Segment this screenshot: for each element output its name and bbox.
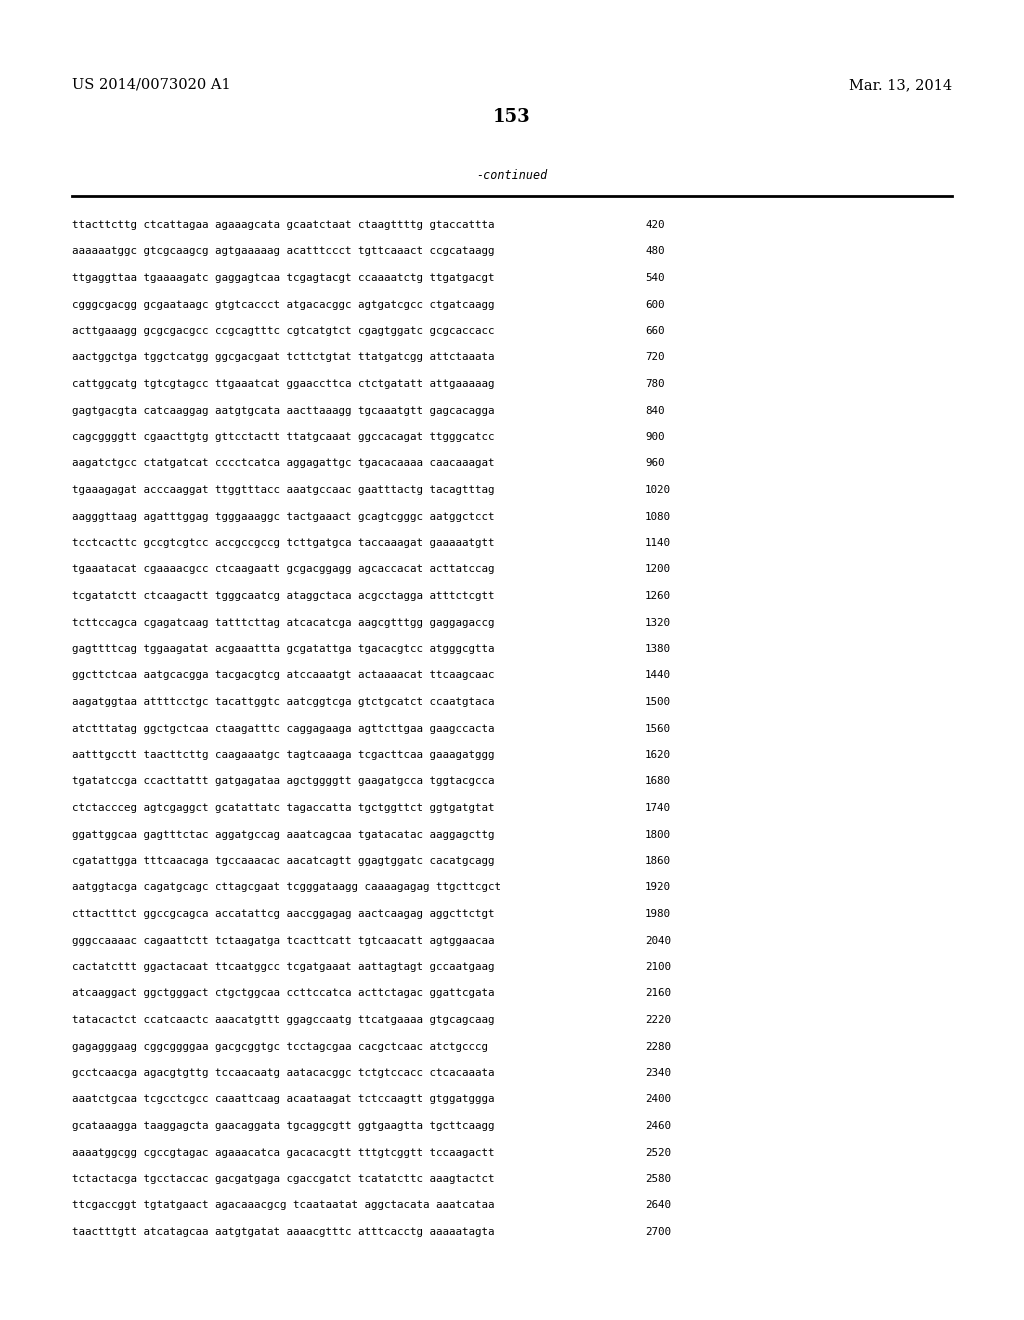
Text: 1140: 1140 <box>645 539 671 548</box>
Text: 660: 660 <box>645 326 665 337</box>
Text: gagttttcag tggaagatat acgaaattta gcgatattga tgacacgtcc atgggcgtta: gagttttcag tggaagatat acgaaattta gcgatat… <box>72 644 495 653</box>
Text: tctactacga tgcctaccac gacgatgaga cgaccgatct tcatatcttc aaagtactct: tctactacga tgcctaccac gacgatgaga cgaccga… <box>72 1173 495 1184</box>
Text: aatttgcctt taacttcttg caagaaatgc tagtcaaaga tcgacttcaa gaaagatggg: aatttgcctt taacttcttg caagaaatgc tagtcaa… <box>72 750 495 760</box>
Text: 2580: 2580 <box>645 1173 671 1184</box>
Text: 153: 153 <box>494 108 530 125</box>
Text: ggattggcaa gagtttctac aggatgccag aaatcagcaa tgatacatac aaggagcttg: ggattggcaa gagtttctac aggatgccag aaatcag… <box>72 829 495 840</box>
Text: 1200: 1200 <box>645 565 671 574</box>
Text: cgggcgacgg gcgaataagc gtgtcaccct atgacacggc agtgatcgcc ctgatcaagg: cgggcgacgg gcgaataagc gtgtcaccct atgacac… <box>72 300 495 309</box>
Text: 1980: 1980 <box>645 909 671 919</box>
Text: 1800: 1800 <box>645 829 671 840</box>
Text: Mar. 13, 2014: Mar. 13, 2014 <box>849 78 952 92</box>
Text: 1320: 1320 <box>645 618 671 627</box>
Text: gcataaagga taaggagcta gaacaggata tgcaggcgtt ggtgaagtta tgcttcaagg: gcataaagga taaggagcta gaacaggata tgcaggc… <box>72 1121 495 1131</box>
Text: tcttccagca cgagatcaag tatttcttag atcacatcga aagcgtttgg gaggagaccg: tcttccagca cgagatcaag tatttcttag atcacat… <box>72 618 495 627</box>
Text: ttgaggttaa tgaaaagatc gaggagtcaa tcgagtacgt ccaaaatctg ttgatgacgt: ttgaggttaa tgaaaagatc gaggagtcaa tcgagta… <box>72 273 495 282</box>
Text: 600: 600 <box>645 300 665 309</box>
Text: 780: 780 <box>645 379 665 389</box>
Text: 2640: 2640 <box>645 1200 671 1210</box>
Text: aactggctga tggctcatgg ggcgacgaat tcttctgtat ttatgatcgg attctaaata: aactggctga tggctcatgg ggcgacgaat tcttctg… <box>72 352 495 363</box>
Text: 2160: 2160 <box>645 989 671 998</box>
Text: 720: 720 <box>645 352 665 363</box>
Text: aaaatggcgg cgccgtagac agaaacatca gacacacgtt tttgtcggtt tccaagactt: aaaatggcgg cgccgtagac agaaacatca gacacac… <box>72 1147 495 1158</box>
Text: 1440: 1440 <box>645 671 671 681</box>
Text: 1260: 1260 <box>645 591 671 601</box>
Text: gcctcaacga agacgtgttg tccaacaatg aatacacggc tctgtccacc ctcacaaata: gcctcaacga agacgtgttg tccaacaatg aatacac… <box>72 1068 495 1078</box>
Text: tcgatatctt ctcaagactt tgggcaatcg ataggctaca acgcctagga atttctcgtt: tcgatatctt ctcaagactt tgggcaatcg ataggct… <box>72 591 495 601</box>
Text: cattggcatg tgtcgtagcc ttgaaatcat ggaaccttca ctctgatatt attgaaaaag: cattggcatg tgtcgtagcc ttgaaatcat ggaacct… <box>72 379 495 389</box>
Text: 1740: 1740 <box>645 803 671 813</box>
Text: ttcgaccggt tgtatgaact agacaaacgcg tcaataatat aggctacata aaatcataa: ttcgaccggt tgtatgaact agacaaacgcg tcaata… <box>72 1200 495 1210</box>
Text: 1020: 1020 <box>645 484 671 495</box>
Text: US 2014/0073020 A1: US 2014/0073020 A1 <box>72 78 230 92</box>
Text: tgatatccga ccacttattt gatgagataa agctggggtt gaagatgcca tggtacgcca: tgatatccga ccacttattt gatgagataa agctggg… <box>72 776 495 787</box>
Text: gagagggaag cggcggggaa gacgcggtgc tcctagcgaa cacgctcaac atctgcccg: gagagggaag cggcggggaa gacgcggtgc tcctagc… <box>72 1041 488 1052</box>
Text: 2400: 2400 <box>645 1094 671 1105</box>
Text: acttgaaagg gcgcgacgcc ccgcagtttc cgtcatgtct cgagtggatc gcgcaccacc: acttgaaagg gcgcgacgcc ccgcagtttc cgtcatg… <box>72 326 495 337</box>
Text: ctctaccceg agtcgaggct gcatattatc tagaccatta tgctggttct ggtgatgtat: ctctaccceg agtcgaggct gcatattatc tagacca… <box>72 803 495 813</box>
Text: 480: 480 <box>645 247 665 256</box>
Text: cactatcttt ggactacaat ttcaatggcc tcgatgaaat aattagtagt gccaatgaag: cactatcttt ggactacaat ttcaatggcc tcgatga… <box>72 962 495 972</box>
Text: 2460: 2460 <box>645 1121 671 1131</box>
Text: 2280: 2280 <box>645 1041 671 1052</box>
Text: 1920: 1920 <box>645 883 671 892</box>
Text: aatggtacga cagatgcagc cttagcgaat tcgggataagg caaaagagag ttgcttcgct: aatggtacga cagatgcagc cttagcgaat tcgggat… <box>72 883 501 892</box>
Text: 900: 900 <box>645 432 665 442</box>
Text: 2340: 2340 <box>645 1068 671 1078</box>
Text: 840: 840 <box>645 405 665 416</box>
Text: 960: 960 <box>645 458 665 469</box>
Text: 1860: 1860 <box>645 855 671 866</box>
Text: 2700: 2700 <box>645 1228 671 1237</box>
Text: tatacactct ccatcaactc aaacatgttt ggagccaatg ttcatgaaaa gtgcagcaag: tatacactct ccatcaactc aaacatgttt ggagcca… <box>72 1015 495 1026</box>
Text: gagtgacgta catcaaggag aatgtgcata aacttaaagg tgcaaatgtt gagcacagga: gagtgacgta catcaaggag aatgtgcata aacttaa… <box>72 405 495 416</box>
Text: atcaaggact ggctgggact ctgctggcaa ccttccatca acttctagac ggattcgata: atcaaggact ggctgggact ctgctggcaa ccttcca… <box>72 989 495 998</box>
Text: 1560: 1560 <box>645 723 671 734</box>
Text: cagcggggtt cgaacttgtg gttcctactt ttatgcaaat ggccacagat ttgggcatcc: cagcggggtt cgaacttgtg gttcctactt ttatgca… <box>72 432 495 442</box>
Text: ttacttcttg ctcattagaa agaaagcata gcaatctaat ctaagttttg gtaccattta: ttacttcttg ctcattagaa agaaagcata gcaatct… <box>72 220 495 230</box>
Text: 1620: 1620 <box>645 750 671 760</box>
Text: 1380: 1380 <box>645 644 671 653</box>
Text: 1500: 1500 <box>645 697 671 708</box>
Text: 2100: 2100 <box>645 962 671 972</box>
Text: 2220: 2220 <box>645 1015 671 1026</box>
Text: aagatctgcc ctatgatcat cccctcatca aggagattgc tgacacaaaa caacaaagat: aagatctgcc ctatgatcat cccctcatca aggagat… <box>72 458 495 469</box>
Text: 1680: 1680 <box>645 776 671 787</box>
Text: 1080: 1080 <box>645 511 671 521</box>
Text: gggccaaaac cagaattctt tctaagatga tcacttcatt tgtcaacatt agtggaacaa: gggccaaaac cagaattctt tctaagatga tcacttc… <box>72 936 495 945</box>
Text: aagggttaag agatttggag tgggaaaggc tactgaaact gcagtcgggc aatggctcct: aagggttaag agatttggag tgggaaaggc tactgaa… <box>72 511 495 521</box>
Text: tcctcacttc gccgtcgtcc accgccgccg tcttgatgca taccaaagat gaaaaatgtt: tcctcacttc gccgtcgtcc accgccgccg tcttgat… <box>72 539 495 548</box>
Text: aaaaaatggc gtcgcaagcg agtgaaaaag acatttccct tgttcaaact ccgcataagg: aaaaaatggc gtcgcaagcg agtgaaaaag acatttc… <box>72 247 495 256</box>
Text: 2040: 2040 <box>645 936 671 945</box>
Text: aagatggtaa attttcctgc tacattggtc aatcggtcga gtctgcatct ccaatgtaca: aagatggtaa attttcctgc tacattggtc aatcggt… <box>72 697 495 708</box>
Text: ggcttctcaa aatgcacgga tacgacgtcg atccaaatgt actaaaacat ttcaagcaac: ggcttctcaa aatgcacgga tacgacgtcg atccaaa… <box>72 671 495 681</box>
Text: aaatctgcaa tcgcctcgcc caaattcaag acaataagat tctccaagtt gtggatggga: aaatctgcaa tcgcctcgcc caaattcaag acaataa… <box>72 1094 495 1105</box>
Text: cttactttct ggccgcagca accatattcg aaccggagag aactcaagag aggcttctgt: cttactttct ggccgcagca accatattcg aaccgga… <box>72 909 495 919</box>
Text: 2520: 2520 <box>645 1147 671 1158</box>
Text: tgaaatacat cgaaaacgcc ctcaagaatt gcgacggagg agcaccacat acttatccag: tgaaatacat cgaaaacgcc ctcaagaatt gcgacgg… <box>72 565 495 574</box>
Text: cgatattgga tttcaacaga tgccaaacac aacatcagtt ggagtggatc cacatgcagg: cgatattgga tttcaacaga tgccaaacac aacatca… <box>72 855 495 866</box>
Text: 420: 420 <box>645 220 665 230</box>
Text: 540: 540 <box>645 273 665 282</box>
Text: taactttgtt atcatagcaa aatgtgatat aaaacgtttc atttcacctg aaaaatagta: taactttgtt atcatagcaa aatgtgatat aaaacgt… <box>72 1228 495 1237</box>
Text: atctttatag ggctgctcaa ctaagatttc caggagaaga agttcttgaa gaagccacta: atctttatag ggctgctcaa ctaagatttc caggaga… <box>72 723 495 734</box>
Text: -continued: -continued <box>476 169 548 182</box>
Text: tgaaagagat acccaaggat ttggtttacc aaatgccaac gaatttactg tacagtttag: tgaaagagat acccaaggat ttggtttacc aaatgcc… <box>72 484 495 495</box>
